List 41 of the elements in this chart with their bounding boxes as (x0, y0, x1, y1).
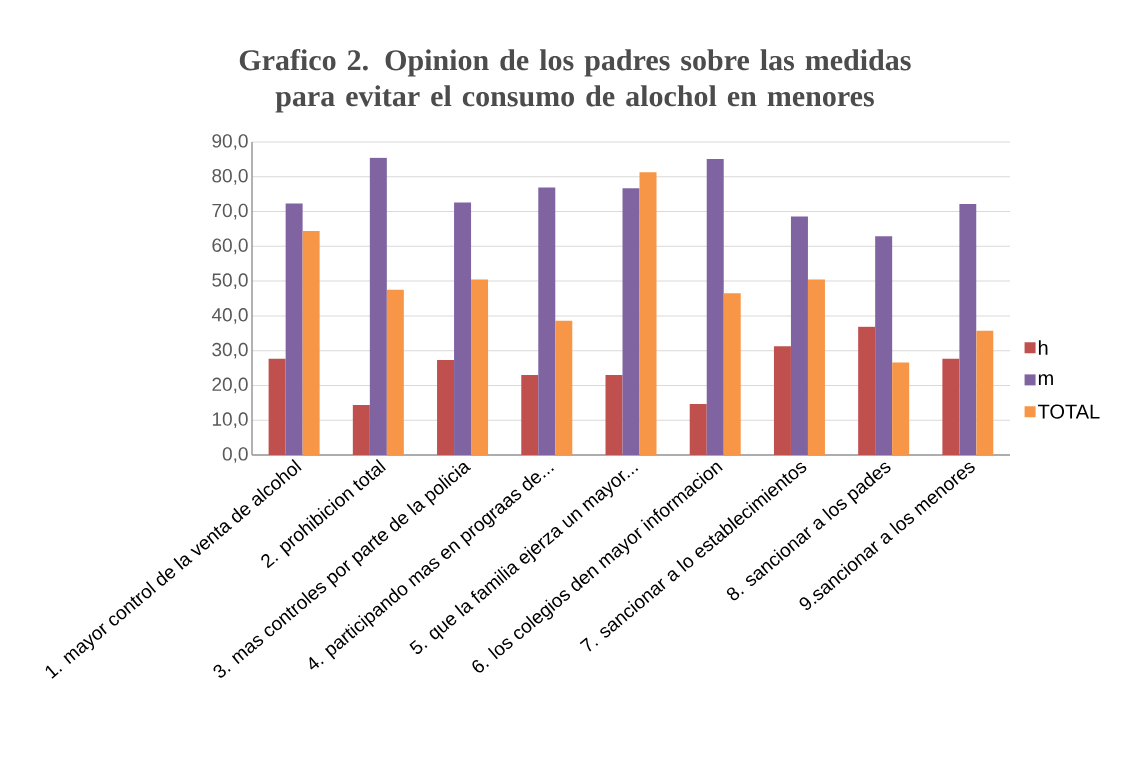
bar (858, 326, 876, 455)
bar (352, 404, 370, 455)
bar (723, 293, 741, 455)
chart-title: Grafico 2. Opinion de los padres sobre las medidas para evitar el consumo de alochol en menores (239, 48, 911, 113)
bar (285, 203, 303, 455)
y-tick-label: 80,0 (212, 168, 248, 185)
bar (959, 203, 977, 455)
legend-label: m (1038, 374, 1053, 386)
bar (892, 362, 910, 455)
bar (976, 330, 994, 455)
bar (942, 358, 960, 455)
y-tick-label: 10,0 (212, 412, 248, 429)
bar (605, 375, 623, 455)
y-tick-label: 90,0 (212, 134, 248, 150)
y-tick-label: 40,0 (211, 308, 248, 324)
bar (302, 231, 320, 455)
y-tick-label: 30,0 (212, 342, 248, 359)
y-tick-label: 0,0 (222, 447, 248, 463)
bar (268, 358, 286, 455)
y-tick-label: 50,0 (212, 273, 248, 289)
y-tick-label: 20,0 (212, 377, 248, 394)
bar (538, 187, 556, 455)
bar (790, 216, 808, 455)
bar (555, 320, 573, 455)
bar (386, 289, 404, 455)
bar (875, 236, 893, 455)
bar (706, 159, 724, 455)
bar (639, 172, 657, 455)
y-tick-label: 70,0 (212, 203, 248, 220)
bar (773, 346, 791, 455)
bar (437, 360, 455, 455)
y-tick-label: 60,0 (212, 238, 248, 255)
bar (521, 375, 539, 455)
bar (369, 157, 387, 455)
legend-label: TOTAL (1038, 404, 1100, 419)
bar (622, 188, 640, 455)
bar (689, 403, 707, 455)
legend-label: h (1038, 340, 1048, 355)
bar (807, 279, 825, 455)
bar (471, 279, 489, 455)
bar (454, 202, 472, 455)
